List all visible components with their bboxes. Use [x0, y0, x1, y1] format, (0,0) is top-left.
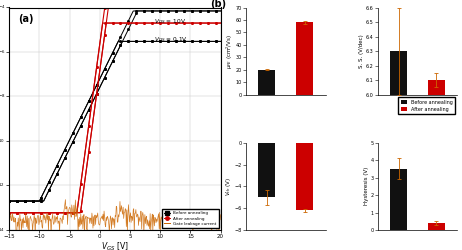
Bar: [428, 223, 445, 230]
Legend: Before annealing, After annealing, Gate leakage current: Before annealing, After annealing, Gate …: [162, 209, 219, 228]
Text: (b): (b): [210, 0, 226, 9]
Y-axis label: Hysteresis (V): Hysteresis (V): [364, 167, 369, 205]
Bar: [296, 22, 313, 95]
Text: $V_{DS}$ = 10V: $V_{DS}$ = 10V: [154, 17, 186, 26]
Bar: [390, 51, 407, 250]
Bar: [296, 143, 313, 210]
Bar: [390, 169, 407, 230]
Text: (a): (a): [18, 14, 33, 24]
X-axis label: $V_{GS}$ [V]: $V_{GS}$ [V]: [101, 240, 129, 250]
Bar: [258, 70, 275, 95]
Legend: Before annealing, After annealing: Before annealing, After annealing: [399, 97, 455, 114]
Text: $V_{DS}$ = 0.1V: $V_{DS}$ = 0.1V: [154, 36, 188, 44]
Bar: [428, 80, 445, 250]
Y-axis label: $\mu_{FE}$ (cm²/Vs): $\mu_{FE}$ (cm²/Vs): [224, 34, 234, 68]
Bar: [258, 143, 275, 197]
Y-axis label: S. S. (V/dec): S. S. (V/dec): [359, 34, 365, 68]
Y-axis label: $V_{th}$ (V): $V_{th}$ (V): [224, 177, 233, 196]
